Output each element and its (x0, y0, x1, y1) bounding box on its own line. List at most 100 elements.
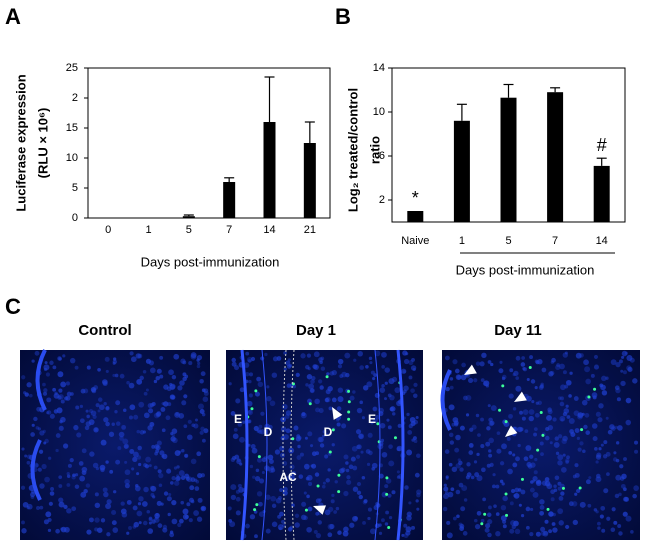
nucleus (488, 449, 492, 453)
nucleus (185, 476, 190, 481)
nucleus (297, 444, 301, 449)
nucleus (547, 409, 553, 415)
nucleus (568, 418, 575, 425)
nucleus (304, 436, 308, 440)
nucleus (569, 429, 574, 434)
nucleus (534, 457, 538, 462)
nucleus (522, 367, 528, 372)
nucleus (285, 360, 291, 366)
nucleus (306, 494, 310, 499)
nucleus (39, 483, 45, 489)
nucleus (238, 487, 244, 493)
nucleus (502, 524, 507, 529)
nucleus (413, 393, 418, 398)
nucleus (281, 403, 288, 410)
nucleus (387, 393, 392, 398)
nucleus (199, 430, 204, 435)
nucleus (266, 385, 270, 389)
nucleus (500, 505, 507, 511)
nucleus (55, 528, 60, 534)
nucleus (250, 356, 256, 362)
nucleus (55, 433, 61, 438)
nucleus (406, 515, 412, 521)
nucleus (614, 425, 618, 429)
nucleus (41, 463, 47, 470)
nucleus (283, 351, 288, 355)
nucleus (113, 490, 117, 494)
nucleus (29, 393, 33, 398)
nucleus (363, 499, 368, 504)
nucleus (517, 443, 521, 448)
green-cell (541, 433, 545, 437)
nucleus (319, 360, 323, 365)
nucleus (169, 394, 175, 400)
nucleus (490, 405, 497, 412)
y-axis-label: Log₂ treated/control (345, 88, 360, 212)
nucleus (416, 489, 422, 495)
nucleus (501, 376, 506, 381)
nucleus (581, 412, 585, 416)
nucleus (603, 488, 609, 494)
nucleus (409, 416, 416, 423)
nucleus (337, 387, 344, 393)
nucleus (317, 520, 323, 525)
nucleus (201, 506, 205, 511)
nucleus (248, 393, 253, 398)
nucleus (294, 522, 300, 528)
nucleus (145, 456, 151, 463)
nucleus (381, 365, 385, 369)
nucleus (197, 361, 201, 366)
nucleus (381, 518, 385, 523)
nucleus (367, 516, 371, 521)
arrowhead (464, 364, 477, 375)
nucleus (451, 466, 458, 473)
nucleus (573, 410, 580, 416)
nucleus (512, 462, 518, 468)
nucleus (318, 498, 322, 502)
nucleus (410, 388, 415, 393)
nucleus (468, 450, 474, 455)
nucleus (174, 480, 180, 486)
nucleus (126, 499, 132, 505)
nucleus (249, 514, 256, 520)
nucleus (330, 499, 335, 504)
nucleus (271, 503, 277, 508)
nucleus (315, 511, 320, 516)
nucleus (176, 465, 180, 469)
nucleus (528, 415, 534, 422)
nucleus (21, 520, 25, 525)
nucleus (401, 533, 405, 537)
nucleus (351, 445, 358, 452)
nucleus (105, 369, 109, 373)
nucleus (486, 512, 492, 518)
nucleus (396, 475, 401, 479)
nucleus (60, 399, 65, 404)
nucleus (511, 489, 516, 494)
nucleus (283, 367, 287, 371)
nucleus (115, 400, 121, 406)
nucleus (182, 376, 187, 382)
nucleus (321, 434, 325, 438)
nucleus (336, 422, 341, 427)
nucleus (279, 511, 284, 517)
nucleus (605, 376, 609, 380)
nucleus (480, 518, 485, 523)
nucleus (256, 429, 260, 434)
nucleus (372, 418, 378, 424)
nucleus (279, 452, 286, 458)
nucleus (265, 528, 271, 534)
nucleus (324, 397, 330, 403)
nucleus (171, 499, 177, 506)
x-tick-label: 5 (186, 224, 192, 236)
nucleus (509, 368, 514, 373)
nucleus (381, 383, 385, 388)
nucleus (196, 358, 200, 362)
nucleus (124, 460, 128, 464)
nucleus (394, 387, 401, 394)
nucleus (443, 493, 449, 500)
nucleus (313, 364, 319, 370)
nucleus (446, 532, 453, 539)
nucleus (324, 432, 329, 437)
x-tick-label: 7 (552, 235, 558, 247)
nucleus (499, 360, 503, 364)
